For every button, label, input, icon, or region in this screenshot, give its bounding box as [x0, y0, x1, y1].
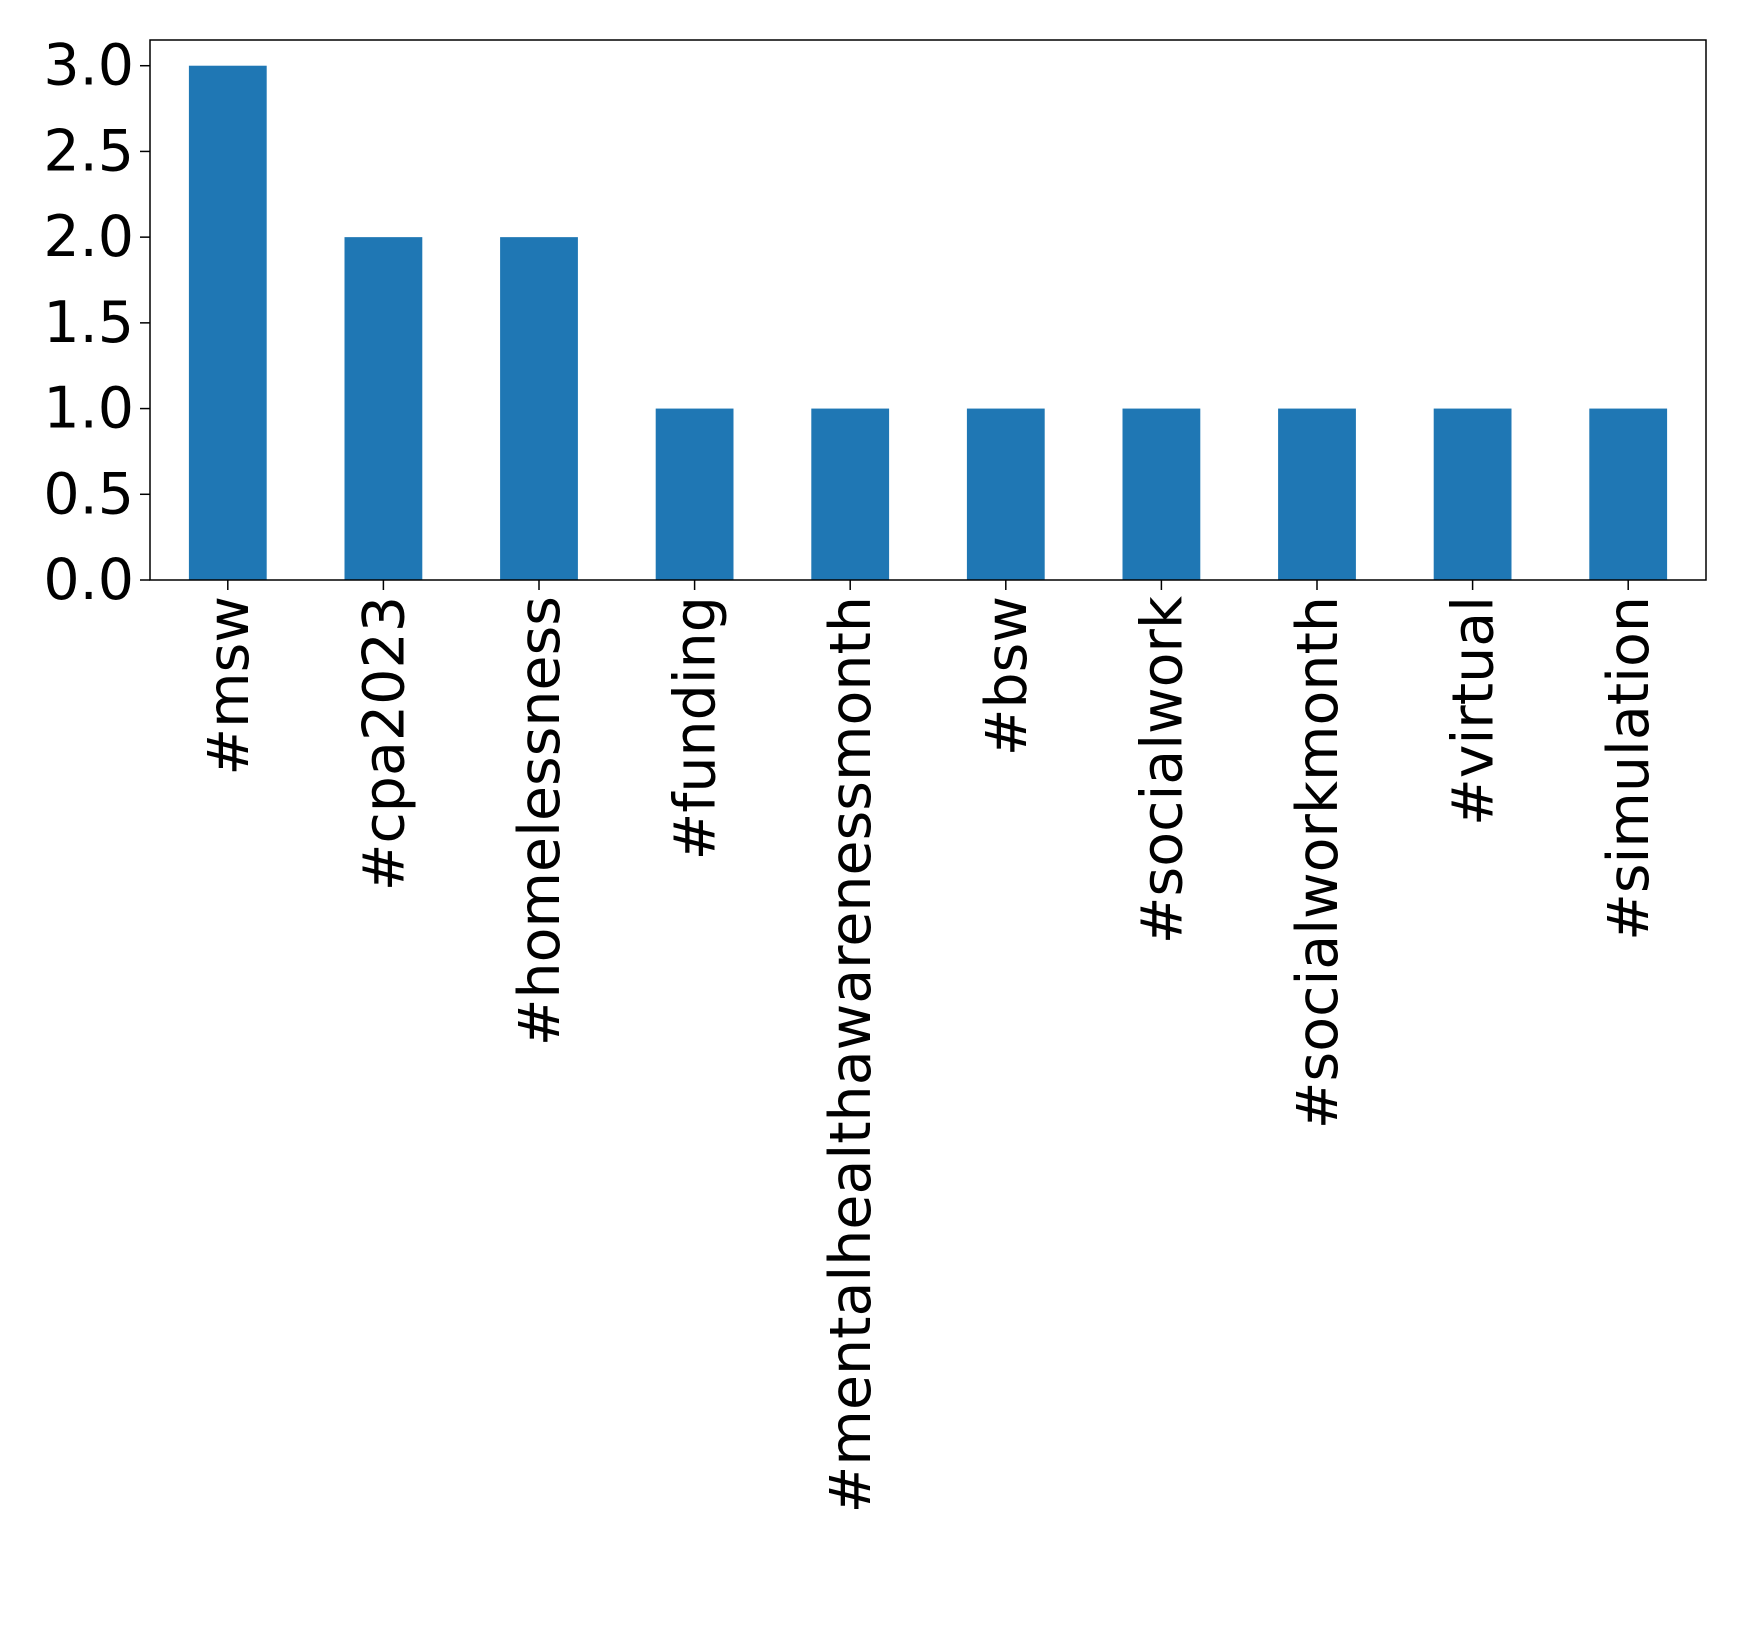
bar — [655, 408, 734, 580]
y-tick-label: 3.0 — [43, 33, 134, 99]
y-tick-label: 0.0 — [43, 547, 134, 613]
x-tick-label: #mentalhealthawarenessmonth — [818, 596, 884, 1513]
plot-frame — [149, 39, 1707, 581]
y-tick-label: 2.0 — [43, 204, 134, 270]
x-tick-label: #virtual — [1441, 596, 1507, 826]
x-axis: #msw #cpa2023 #homelessness #funding #mental… — [196, 580, 1662, 1513]
bar — [1122, 408, 1201, 580]
y-tick-label: 2.5 — [43, 118, 134, 184]
x-tick-label: #bsw — [974, 596, 1040, 756]
x-tick-label: #socialworkmonth — [1285, 596, 1351, 1129]
x-tick-label: #homelessness — [507, 596, 573, 1046]
bar — [500, 237, 578, 580]
plot-area — [188, 65, 1668, 580]
y-tick-label: 0.5 — [43, 461, 134, 527]
bar — [1589, 408, 1668, 580]
bar — [811, 408, 890, 580]
x-tick-label: #cpa2023 — [351, 596, 417, 891]
bar — [1278, 408, 1356, 580]
x-tick-label: #simulation — [1596, 596, 1662, 941]
y-axis: 0.0 0.5 1.0 1.5 2.0 2.5 3.0 — [43, 33, 150, 613]
y-tick-label: 1.0 — [43, 376, 134, 442]
bar — [188, 65, 267, 580]
bar — [344, 237, 423, 580]
x-tick-label: #msw — [196, 596, 262, 776]
x-tick-label: #funding — [663, 596, 729, 860]
bar — [966, 408, 1045, 580]
bar — [1433, 408, 1512, 580]
x-tick-label: #socialwork — [1129, 596, 1195, 944]
y-tick-label: 1.5 — [43, 290, 134, 356]
